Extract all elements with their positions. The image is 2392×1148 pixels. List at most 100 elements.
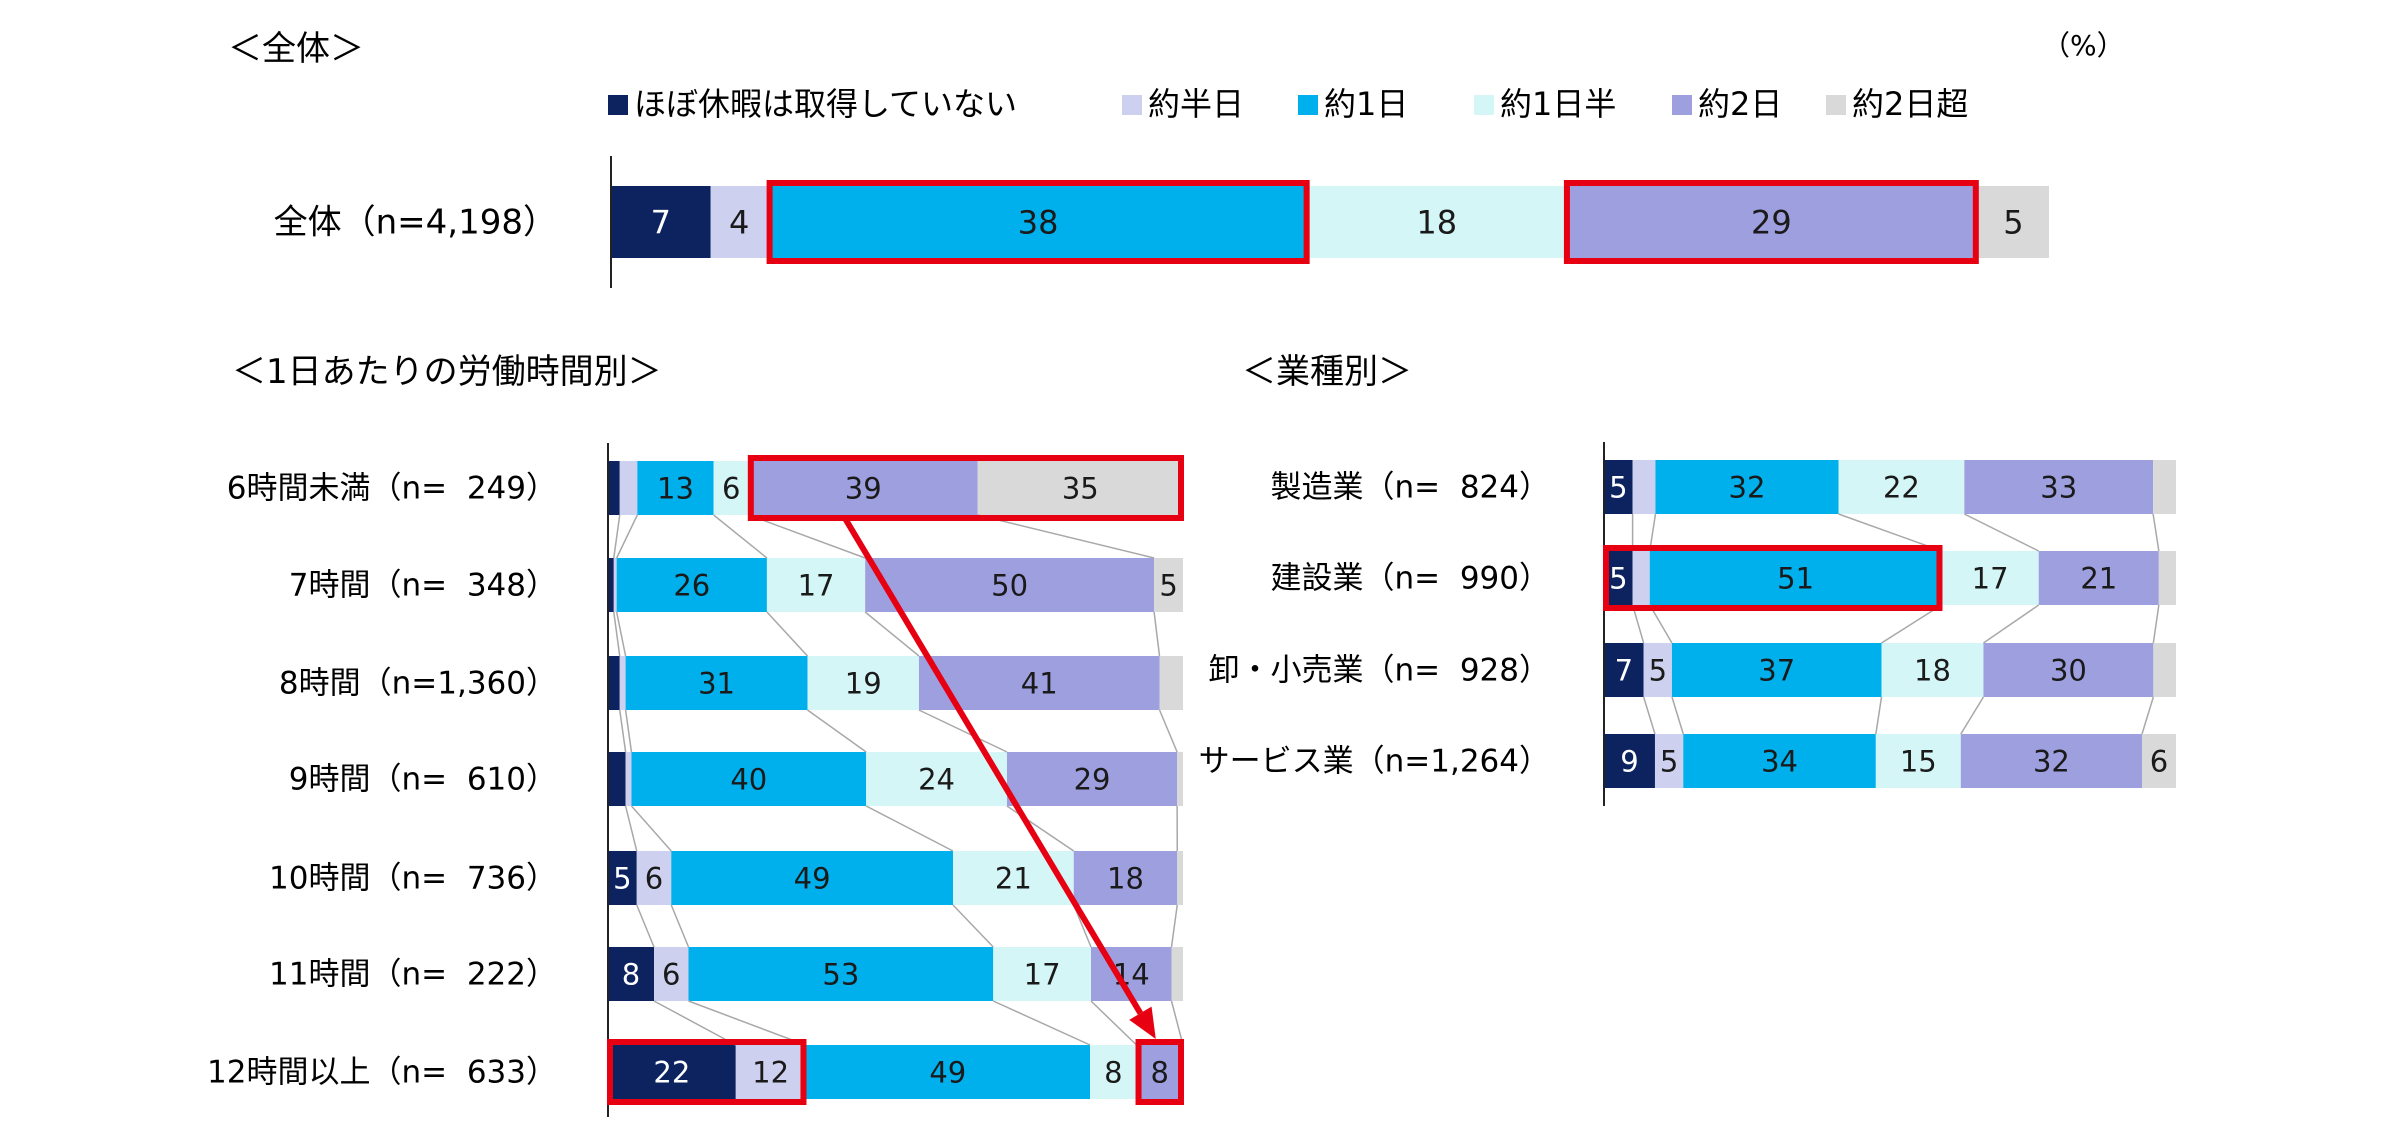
connector-line xyxy=(630,805,672,852)
data-label: 21 xyxy=(995,861,1032,895)
data-label: 15 xyxy=(1900,744,1937,778)
bar-segment xyxy=(608,851,637,905)
data-label: 53 xyxy=(822,957,859,991)
highlight-box xyxy=(747,455,1185,521)
legend-swatch xyxy=(1122,95,1142,115)
bar-segment xyxy=(1838,460,1965,514)
panel-title-working-hours: ＜1日あたりの労働時間別＞ xyxy=(232,352,662,392)
connector-line xyxy=(1649,513,1657,552)
bar-segment xyxy=(608,558,614,612)
connector-line xyxy=(618,709,627,753)
data-label: 26 xyxy=(673,568,710,602)
connector-line xyxy=(615,514,639,559)
bar-segment xyxy=(977,461,1183,515)
bar-segment xyxy=(608,1045,736,1099)
unit-note: （%） xyxy=(2042,29,2125,62)
bar-segment xyxy=(1875,734,1961,788)
bar-segment xyxy=(1564,186,1978,258)
connector-line xyxy=(2152,604,2160,644)
bar-segment xyxy=(608,461,620,515)
connector-line xyxy=(864,611,920,657)
bar-segment xyxy=(1643,643,1672,697)
connector-line xyxy=(1170,1000,1184,1046)
legend-swatch xyxy=(1672,95,1692,115)
bar-segment xyxy=(2142,734,2176,788)
bar-segment xyxy=(1090,1045,1137,1099)
data-label: 17 xyxy=(1024,957,1061,991)
connector-line xyxy=(613,611,621,657)
data-label: 5 xyxy=(1159,568,1177,602)
highlight-arrow xyxy=(842,516,1143,1015)
legend-swatch xyxy=(1298,95,1318,115)
category-label: 卸・小売業（n= 928） xyxy=(1209,652,1551,688)
legend-label: 約1日 xyxy=(1324,85,1408,123)
bar-segment xyxy=(608,752,626,806)
connector-line xyxy=(918,709,1008,753)
bar-segment xyxy=(1604,643,1644,697)
data-label: 12 xyxy=(752,1055,789,1089)
bar-segment xyxy=(1177,851,1183,905)
bar-segment xyxy=(611,186,711,258)
data-label: 18 xyxy=(1107,861,1144,895)
bar-segment xyxy=(613,558,617,612)
data-label: 17 xyxy=(798,568,835,602)
legend-item: 約1日半 xyxy=(1474,85,1616,123)
connector-line xyxy=(713,514,768,559)
data-label: 29 xyxy=(1751,204,1792,242)
category-label: 6時間未満（n= 249） xyxy=(227,470,557,506)
bar-segment xyxy=(1632,551,1650,605)
bar-segment xyxy=(1654,734,1684,788)
bar-segment xyxy=(619,656,626,710)
legend-swatch xyxy=(1474,95,1494,115)
connector-line xyxy=(1983,604,2040,644)
legend-label: 約半日 xyxy=(1148,85,1244,123)
category-label: 建設業（n= 990） xyxy=(1271,560,1551,596)
data-label: 33 xyxy=(2040,470,2077,504)
legend-swatch xyxy=(1826,95,1846,115)
panel-title-overall: ＜全体＞ xyxy=(228,29,364,69)
connector-line xyxy=(624,805,638,852)
data-label: 5 xyxy=(1649,653,1667,687)
connector-line xyxy=(952,904,994,948)
data-label: 50 xyxy=(991,568,1028,602)
bar-segment xyxy=(1159,656,1183,710)
connector-line xyxy=(1153,611,1161,657)
connector-line xyxy=(615,611,627,657)
connector-line xyxy=(807,709,867,753)
legend-item: 約1日 xyxy=(1298,85,1408,123)
bar-segment xyxy=(1649,551,1942,605)
bar-segment xyxy=(637,461,714,515)
legend-item: 約半日 xyxy=(1122,85,1244,123)
bar-segment xyxy=(805,1045,1091,1099)
highlight-box xyxy=(607,1039,807,1105)
bar-segment xyxy=(1881,643,1984,697)
bar-segment xyxy=(713,461,749,515)
data-label: 24 xyxy=(918,762,955,796)
connector-line xyxy=(1158,709,1178,753)
connector-line xyxy=(1881,604,1942,644)
bar-segment xyxy=(1941,551,2039,605)
data-label: 51 xyxy=(1777,561,1814,595)
data-label: 32 xyxy=(1729,470,1766,504)
data-label: 22 xyxy=(1883,470,1920,504)
bar-segment xyxy=(688,947,994,1001)
bar-segment xyxy=(619,461,638,515)
bar-segment xyxy=(1632,460,1656,514)
legend-item: 約2日超 xyxy=(1826,85,1968,123)
connector-line xyxy=(992,1000,1091,1046)
bar-segment xyxy=(1604,460,1633,514)
data-label: 5 xyxy=(613,861,631,895)
data-label: 40 xyxy=(730,762,767,796)
data-label: 39 xyxy=(845,471,882,505)
bar-segment xyxy=(766,558,866,612)
bar-segment xyxy=(1683,734,1876,788)
category-label: 8時間（n=1,360） xyxy=(279,665,557,701)
bar-segment xyxy=(631,752,867,806)
category-label: 10時間（n= 736） xyxy=(269,860,557,896)
bar-segment xyxy=(993,947,1091,1001)
data-label: 31 xyxy=(698,666,735,700)
data-label: 5 xyxy=(2003,204,2023,242)
bar-segment xyxy=(625,752,632,806)
bar-segment xyxy=(1977,186,2049,258)
